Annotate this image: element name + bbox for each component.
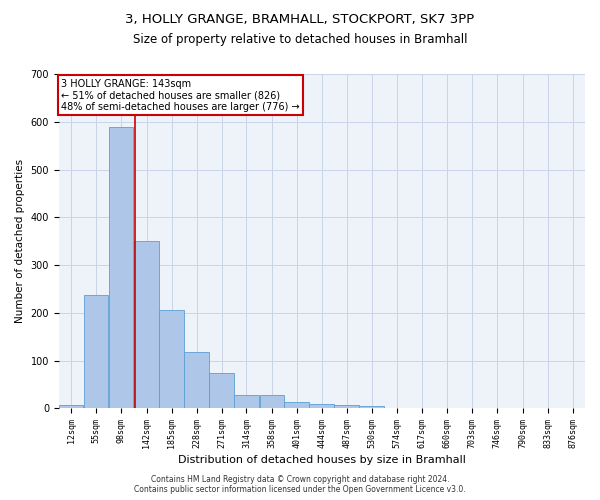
Bar (59, 405, 83, 408)
Text: 3 HOLLY GRANGE: 143sqm
← 51% of detached houses are smaller (826)
48% of semi-de: 3 HOLLY GRANGE: 143sqm ← 51% of detached… (61, 79, 300, 112)
Y-axis label: Number of detached properties: Number of detached properties (15, 159, 25, 323)
X-axis label: Distribution of detached houses by size in Bramhall: Distribution of detached houses by size … (178, 455, 466, 465)
Bar (209, 372, 234, 408)
Bar (234, 395, 259, 408)
Bar (284, 402, 309, 408)
Bar (359, 406, 384, 408)
Bar (334, 405, 359, 408)
Bar (310, 404, 334, 408)
Text: 3, HOLLY GRANGE, BRAMHALL, STOCKPORT, SK7 3PP: 3, HOLLY GRANGE, BRAMHALL, STOCKPORT, SK… (125, 12, 475, 26)
Bar (260, 396, 284, 408)
Bar (84, 294, 109, 408)
Text: Size of property relative to detached houses in Bramhall: Size of property relative to detached ho… (133, 32, 467, 46)
Bar (184, 352, 209, 408)
Text: Contains HM Land Registry data © Crown copyright and database right 2024.
Contai: Contains HM Land Registry data © Crown c… (134, 474, 466, 494)
Bar (109, 126, 133, 408)
Bar (159, 310, 184, 408)
Bar (134, 241, 159, 408)
